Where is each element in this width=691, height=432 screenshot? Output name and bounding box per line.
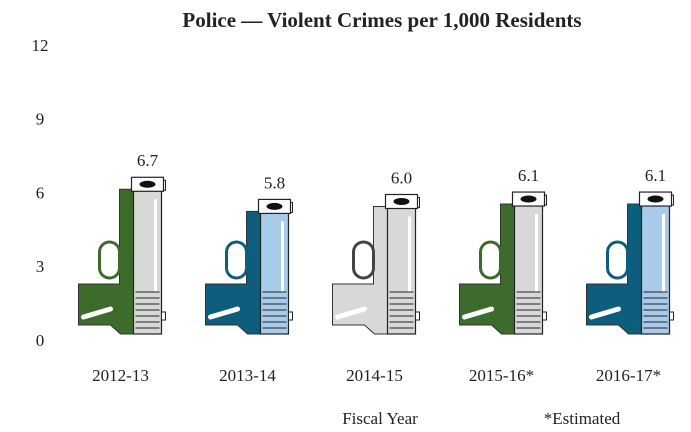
- y-tick-label: 3: [36, 257, 45, 276]
- y-tick-label: 9: [36, 110, 45, 129]
- gun: [79, 177, 166, 334]
- sight: [394, 198, 410, 205]
- gun: [333, 195, 420, 335]
- x-tick-label: 2013-14: [219, 366, 276, 385]
- sight: [267, 203, 283, 210]
- y-tick-label: 12: [32, 36, 49, 55]
- chart-title: Police — Violent Crimes per 1,000 Reside…: [182, 8, 581, 32]
- x-tick-label: 2014-15: [346, 366, 403, 385]
- sight: [648, 196, 664, 203]
- note: *Estimated: [544, 409, 621, 428]
- gun: [206, 199, 293, 334]
- barrel: [642, 202, 670, 334]
- y-tick-label: 6: [36, 183, 45, 202]
- tab: [162, 312, 166, 320]
- x-tick-label: 2012-13: [92, 366, 149, 385]
- value-label: 5.8: [264, 173, 285, 192]
- trigger-guard: [481, 242, 501, 278]
- trigger-guard: [100, 242, 120, 278]
- value-label: 6.1: [645, 166, 666, 185]
- value-label: 6.7: [137, 151, 159, 170]
- chart: Police — Violent Crimes per 1,000 Reside…: [0, 0, 691, 432]
- value-label: 6.0: [391, 168, 412, 187]
- sight: [521, 196, 537, 203]
- tab: [670, 312, 674, 320]
- barrel: [261, 209, 289, 334]
- sight: [140, 181, 156, 188]
- page: Police — Violent Crimes per 1,000 Reside…: [0, 0, 691, 432]
- value-label: 6.1: [518, 166, 539, 185]
- barrel: [388, 205, 416, 335]
- x-axis-label: Fiscal Year: [342, 409, 418, 428]
- x-tick-label: 2016-17*: [596, 366, 661, 385]
- tab: [416, 312, 420, 320]
- trigger-guard: [227, 242, 247, 278]
- trigger-guard: [354, 242, 374, 278]
- trigger-guard: [608, 242, 628, 278]
- x-tick-label: 2015-16*: [469, 366, 534, 385]
- gun: [460, 192, 547, 334]
- y-tick-label: 0: [36, 331, 45, 350]
- tab: [289, 312, 293, 320]
- gun: [587, 192, 674, 334]
- tab: [543, 312, 547, 320]
- barrel: [515, 202, 543, 334]
- barrel: [134, 187, 162, 334]
